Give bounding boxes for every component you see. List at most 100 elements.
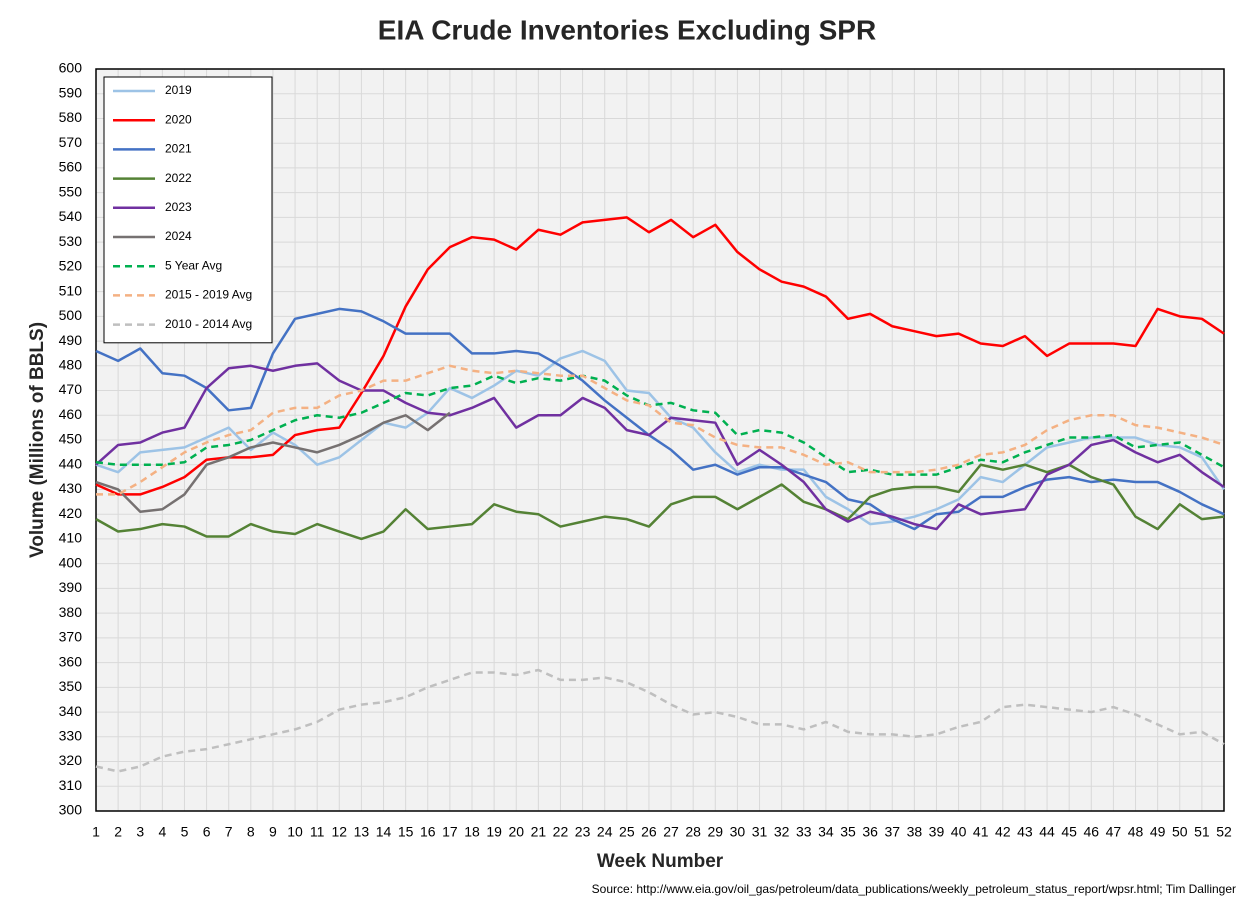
y-tick-label: 440 (59, 455, 83, 471)
x-tick-label: 2 (114, 824, 122, 840)
x-tick-label: 50 (1172, 824, 1188, 840)
y-tick-label: 560 (59, 159, 83, 175)
y-tick-label: 410 (59, 530, 83, 546)
x-tick-label: 44 (1039, 824, 1055, 840)
chart-title: EIA Crude Inventories Excluding SPR (378, 14, 876, 45)
y-tick-label: 310 (59, 777, 83, 793)
y-tick-label: 370 (59, 629, 83, 645)
x-tick-label: 27 (663, 824, 679, 840)
x-tick-label: 14 (376, 824, 392, 840)
y-tick-label: 540 (59, 208, 83, 224)
x-tick-label: 4 (158, 824, 166, 840)
y-axis-label: Volume (Millions of BBLS) (27, 322, 48, 558)
x-tick-label: 25 (619, 824, 635, 840)
x-tick-label: 5 (181, 824, 189, 840)
x-tick-label: 52 (1216, 824, 1232, 840)
x-tick-label: 1 (92, 824, 100, 840)
legend: 2019 2020 2021 2022 2023 2024 5 Year Avg 2015 -… (103, 76, 273, 344)
legend-label: 2015 - 2019 Avg (165, 288, 252, 302)
x-tick-label: 36 (862, 824, 878, 840)
x-tick-label: 10 (287, 824, 303, 840)
y-tick-label: 490 (59, 332, 83, 348)
y-tick-label: 420 (59, 505, 83, 521)
y-tick-label: 380 (59, 604, 83, 620)
legend-label: 2020 (165, 112, 192, 126)
x-tick-label: 51 (1194, 824, 1210, 840)
plot-border (95, 68, 1225, 812)
x-tick-label: 15 (398, 824, 414, 840)
x-tick-label: 11 (310, 824, 325, 840)
y-tick-label: 340 (59, 703, 83, 719)
x-tick-label: 9 (269, 824, 277, 840)
x-tick-label: 46 (1084, 824, 1100, 840)
x-tick-label: 35 (840, 824, 856, 840)
x-tick-label: 26 (641, 824, 657, 840)
x-tick-label: 22 (553, 824, 569, 840)
series-line (95, 374, 1225, 476)
series-line (96, 364, 1225, 496)
series-line (95, 463, 1225, 541)
x-tick-label: 47 (1106, 824, 1122, 840)
x-tick-label: 17 (442, 824, 458, 840)
series-line (95, 668, 1225, 773)
series-line (95, 362, 1225, 531)
y-tick-label: 450 (59, 431, 83, 447)
x-tick-label: 42 (995, 824, 1011, 840)
y-tick-label: 520 (59, 258, 83, 274)
y-tick-label: 360 (59, 653, 83, 669)
legend-label: 2024 (165, 229, 192, 243)
x-tick-label: 32 (774, 824, 790, 840)
x-tick-label: 37 (884, 824, 900, 840)
x-tick-label: 48 (1128, 824, 1144, 840)
y-tick-label: 580 (59, 109, 83, 125)
source-note: Source: http://www.eia.gov/oil_gas/petro… (592, 882, 1236, 896)
legend-label: 2023 (165, 200, 192, 214)
y-tick-label: 460 (59, 406, 83, 422)
y-tick-label: 350 (59, 678, 83, 694)
legend-label: 2010 - 2014 Avg (165, 317, 252, 331)
x-tick-label: 49 (1150, 824, 1166, 840)
series-line (95, 307, 1225, 531)
x-tick-label: 43 (1017, 824, 1033, 840)
x-tick-label: 21 (531, 824, 547, 840)
y-tick-label: 470 (59, 381, 83, 397)
y-tick-label: 320 (59, 752, 83, 768)
x-tick-label: 31 (752, 824, 768, 840)
y-tick-label: 390 (59, 579, 83, 595)
x-tick-label: 20 (508, 824, 524, 840)
series-line (95, 411, 451, 513)
y-tick-label: 530 (59, 233, 83, 249)
x-tick-label: 28 (685, 824, 701, 840)
y-tick-label: 430 (59, 480, 83, 496)
x-tick-label: 8 (247, 824, 255, 840)
x-tick-label: 23 (575, 824, 591, 840)
x-tick-label: 6 (203, 824, 211, 840)
x-tick-label: 12 (332, 824, 348, 840)
x-tick-label: 24 (597, 824, 613, 840)
y-tick-label: 500 (59, 307, 83, 323)
x-tick-label: 34 (818, 824, 834, 840)
y-tick-label: 330 (59, 728, 83, 744)
legend-label: 2019 (165, 83, 192, 97)
y-tick-label: 570 (59, 134, 83, 150)
y-tick-label: 300 (59, 802, 83, 818)
x-axis-label: Week Number (597, 851, 724, 872)
legend-label: 2022 (165, 171, 192, 185)
legend-label: 2021 (165, 142, 192, 156)
x-tick-label: 18 (464, 824, 480, 840)
x-tick-label: 40 (951, 824, 967, 840)
x-tick-label: 7 (225, 824, 233, 840)
x-tick-label: 45 (1061, 824, 1077, 840)
x-tick-label: 16 (420, 824, 436, 840)
legend-label: 5 Year Avg (165, 258, 222, 272)
y-tick-label: 600 (59, 60, 83, 76)
y-tick-label: 400 (59, 554, 83, 570)
y-tick-label: 510 (59, 282, 83, 298)
x-tick-label: 38 (907, 824, 923, 840)
x-tick-label: 19 (486, 824, 502, 840)
x-tick-label: 30 (730, 824, 746, 840)
x-tick-label: 39 (929, 824, 945, 840)
x-tick-label: 3 (136, 824, 144, 840)
x-tick-label: 29 (708, 824, 724, 840)
